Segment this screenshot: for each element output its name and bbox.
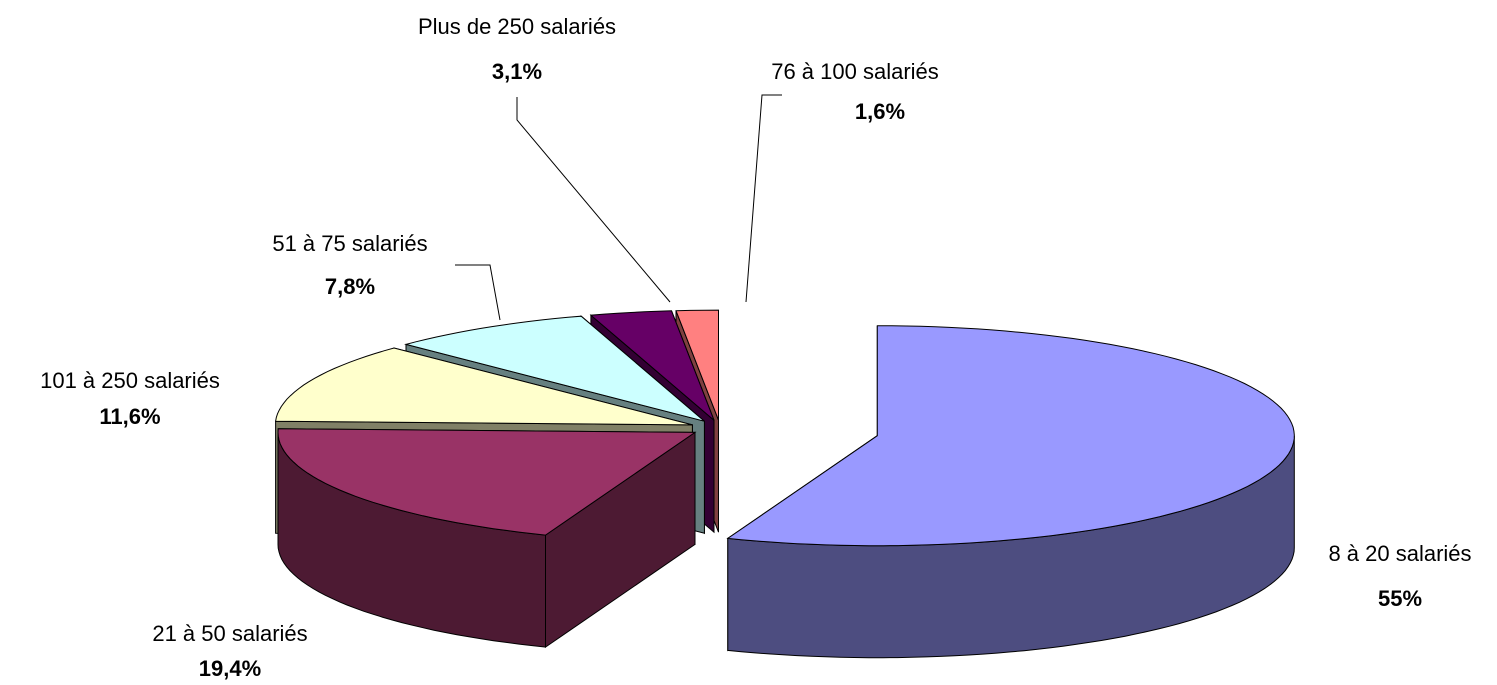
slice-label: Plus de 250 salariés — [418, 14, 616, 39]
leader-line — [516, 97, 671, 303]
slice-value-label: 11,6% — [99, 404, 160, 429]
slice-value-label: 7,8% — [325, 274, 375, 299]
slice-top — [675, 309, 719, 421]
leader-line — [745, 94, 782, 303]
slice — [726, 325, 1295, 659]
slice-top — [274, 347, 693, 426]
slice-label: 76 à 100 salariés — [771, 59, 939, 84]
slice-top — [589, 310, 715, 421]
slice-label: 21 à 50 salariés — [152, 621, 307, 646]
slice-value-label: 19,4% — [199, 656, 261, 681]
slice-top — [404, 315, 705, 422]
leader-lines — [455, 94, 782, 321]
slice-label: 101 à 250 salariés — [40, 368, 220, 393]
slice-top — [277, 428, 697, 536]
slice-label: 51 à 75 salariés — [272, 231, 427, 256]
slice-label: 8 à 20 salariés — [1328, 541, 1471, 566]
leader-line — [455, 264, 501, 321]
slice-top — [726, 325, 1295, 547]
slice-value-label: 55% — [1378, 586, 1422, 611]
slice-value-label: 1,6% — [855, 99, 905, 124]
slice — [277, 428, 697, 649]
labels: 8 à 20 salariés 55% 21 à 50 salariés 19,4% 1… — [40, 14, 1471, 681]
slice-value-label: 3,1% — [492, 59, 542, 84]
pie — [274, 309, 1295, 659]
